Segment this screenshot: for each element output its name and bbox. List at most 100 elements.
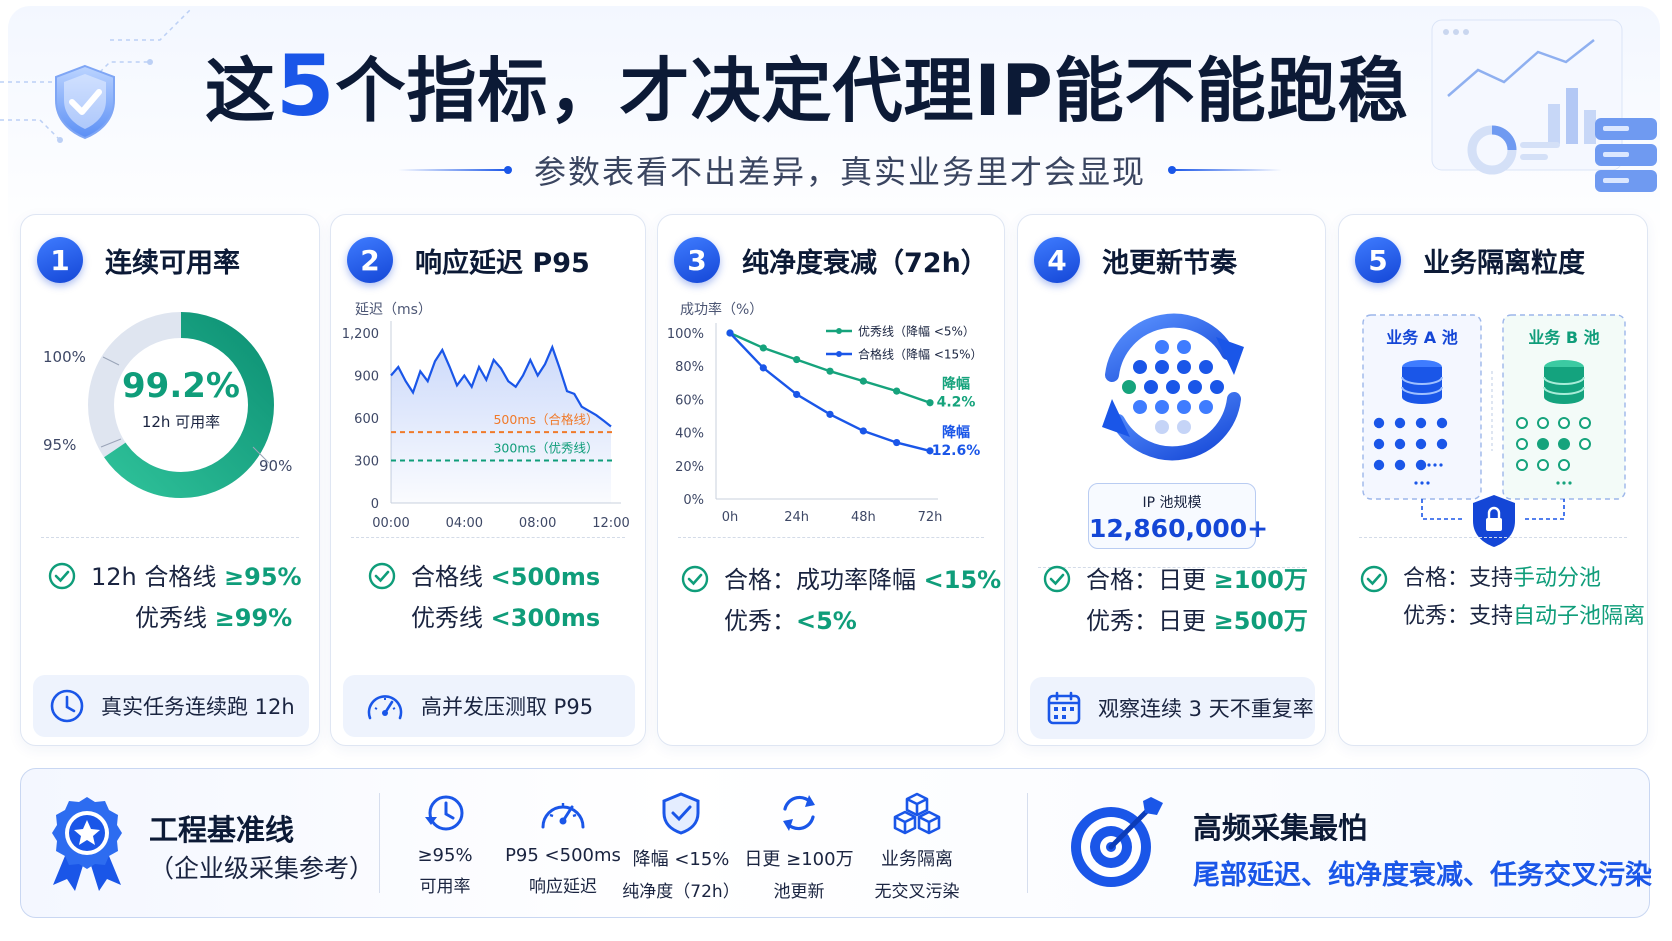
card-availability: 1 连续可用率 100% 95% 90% 99.2% 12h 可用率 12h 合… <box>20 214 320 746</box>
purity-annotation-label: 降幅 <box>942 376 970 393</box>
database-icon-b <box>1543 360 1585 404</box>
donut-label-95: 95% <box>43 436 76 454</box>
card-criteria: 12h 合格线 ≥95% 优秀线 ≥99% <box>47 557 302 633</box>
latency-area <box>391 347 611 503</box>
ip-node-dot <box>1177 360 1191 374</box>
pool-a-node <box>1415 417 1427 429</box>
card-latency: 2 响应延迟 P95 延迟（ms） 0 300 600 900 1,200 00:00 0… <box>330 214 646 746</box>
purity-point <box>859 427 867 435</box>
pool-a-node <box>1436 438 1448 450</box>
pool-a-label: 业务 A 池 <box>1386 328 1458 347</box>
subtitle-line-right <box>1168 166 1282 174</box>
pool-size-value: 12,860,000+ <box>1089 514 1269 543</box>
ip-node-dot <box>1199 400 1213 414</box>
pool-b-node <box>1558 417 1570 429</box>
pool-b-node <box>1537 459 1549 471</box>
pool-b-node <box>1558 459 1570 471</box>
gauge-icon <box>367 695 403 720</box>
pool-b-node <box>1516 459 1528 471</box>
ip-node-dot <box>1188 380 1202 394</box>
donut-label-90: 90% <box>259 457 292 475</box>
purity-point <box>759 344 767 352</box>
ellipsis-dot <box>1426 481 1430 485</box>
baseline-title: 工程基准线 <box>149 813 295 847</box>
purity-y-tick: 100% <box>667 327 704 342</box>
pool-b-node <box>1579 417 1591 429</box>
card-title: 纯净度衰减（72h） <box>742 247 988 279</box>
pool-a-node <box>1394 417 1406 429</box>
check-circle-icon <box>681 565 709 593</box>
latency-x-tick: 04:00 <box>446 516 483 531</box>
purity-point <box>826 410 834 418</box>
cubes-icon <box>893 792 941 835</box>
card-number-badge: 5 <box>1355 237 1401 283</box>
latency-x-tick: 12:00 <box>592 516 629 531</box>
card-divider <box>41 537 299 538</box>
card-note: 观察连续 3 天不重复率 <box>1030 677 1315 739</box>
ip-node-dot <box>1155 420 1169 434</box>
isolation-pools-diagram: 业务 A 池 业务 B 池 <box>1362 314 1626 547</box>
pool-b-node <box>1516 417 1528 429</box>
purity-axis-caption: 成功率（%） <box>680 302 764 318</box>
purity-point <box>926 447 934 455</box>
purity-annotation-value: 12.6% <box>932 443 981 459</box>
ellipsis-dot <box>1433 463 1437 467</box>
database-icon-a <box>1401 360 1443 404</box>
shield-check-icon <box>662 792 700 835</box>
target-icon <box>1071 797 1163 887</box>
donut-value: 99.2% <box>122 366 240 406</box>
check-circle-icon <box>48 562 76 590</box>
page-title: 这5个指标，才决定代理IP能不能跑稳 <box>205 37 1409 135</box>
latency-reference-label: 300ms（优秀线） <box>493 441 598 456</box>
clock-refresh-icon <box>425 795 464 831</box>
purity-point <box>926 399 934 407</box>
purity-x-tick: 24h <box>784 510 809 525</box>
purity-legend-dot <box>836 328 842 334</box>
latency-series-line <box>390 344 612 428</box>
ellipsis-dot <box>1427 463 1431 467</box>
purity-y-tick: 0% <box>683 493 704 508</box>
purity-legend-dot <box>836 351 842 357</box>
ip-node-dot <box>1144 380 1158 394</box>
latency-y-tick: 900 <box>354 370 379 385</box>
check-circle-icon <box>368 562 396 590</box>
purity-x-tick: 72h <box>918 510 943 525</box>
purity-point <box>859 377 867 385</box>
pool-a-node <box>1394 438 1406 450</box>
card-number-badge: 1 <box>37 237 83 283</box>
latency-axis-caption: 延迟（ms） <box>355 302 432 318</box>
ellipsis-dot <box>1568 481 1572 485</box>
latency-y-tick: 0 <box>371 497 379 512</box>
latency-y-tick: 1,200 <box>342 327 379 342</box>
ip-node-dot <box>1155 360 1169 374</box>
purity-annotation-label: 降幅 <box>942 424 970 441</box>
baseline-subtitle: （企业级采集参考） <box>149 854 375 883</box>
card-criteria: 合格：支持手动分池 优秀：支持自动子池隔离 <box>1359 560 1645 630</box>
card-isolation: 5 业务隔离粒度 业务 A 池 业务 B 池 合格：支持手动分池 优秀：支持自动… <box>1338 214 1648 746</box>
latency-x-tick: 00:00 <box>372 516 409 531</box>
card-divider <box>1359 537 1627 538</box>
ip-node-dot <box>1133 360 1147 374</box>
baseline-bar: 工程基准线 （企业级采集参考） ≥95% 可用率 P95 <500ms 响应延迟… <box>20 768 1652 918</box>
ip-node-dot <box>1166 380 1180 394</box>
dashboard-server-illustration <box>1431 19 1657 192</box>
purity-point <box>759 364 767 372</box>
pool-b-node <box>1537 417 1549 429</box>
speedometer-icon <box>541 803 585 829</box>
metric-latency: P95 <500ms 响应延迟 <box>501 791 625 897</box>
card-criteria: 合格：成功率降幅 <15% 优秀：<5% <box>680 560 1001 636</box>
card-divider <box>351 537 625 538</box>
metric-refresh: 日更 ≥100万 池更新 <box>737 791 861 902</box>
metric-isolation: 业务隔离 无交叉污染 <box>855 791 979 902</box>
card-number-badge: 3 <box>674 237 720 283</box>
award-medal-icon <box>52 797 122 891</box>
purity-point <box>893 387 901 395</box>
ip-node-dot <box>1210 380 1224 394</box>
page-subtitle: 参数表看不出差异，真实业务里才会显现 <box>533 153 1146 191</box>
card-purity: 3 纯净度衰减（72h） 成功率（%） 0% 20% 40% 60% 80% 100% 0… <box>657 214 1005 746</box>
pool-size-box: IP 池规模 12,860,000+ <box>1088 483 1269 549</box>
availability-donut: 100% 95% 90% 99.2% 12h 可用率 <box>43 312 292 498</box>
card-title: 业务隔离粒度 <box>1423 247 1585 279</box>
clock-icon <box>50 689 84 723</box>
purity-y-tick: 20% <box>675 460 704 475</box>
